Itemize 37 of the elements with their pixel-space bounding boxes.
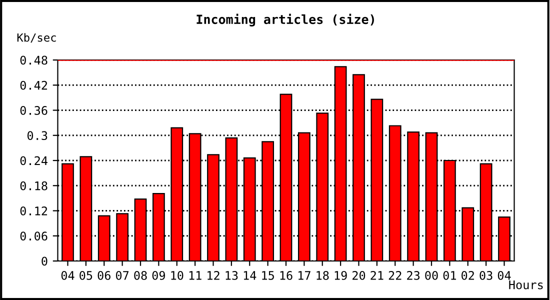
x-tick-label: 13 [226,270,238,280]
x-tick-label: 04 [498,270,511,280]
x-axis-title: Hours [509,280,543,290]
x-tick-label: 06 [98,270,110,280]
x-tick-label: 21 [370,270,384,280]
y-tick-label: 0.42 [20,80,48,90]
x-tick-label: 03 [480,270,492,280]
x-tick-label: 00 [425,270,438,280]
x-tick-label: 11 [189,271,202,280]
y-tick-label: 0.36 [20,106,48,115]
x-tick-label: 23 [407,270,420,280]
x-tick-label: 02 [462,270,474,280]
x-tick-label: 12 [208,270,220,280]
x-tick-label: 08 [134,270,147,280]
x-tick-label: 04 [61,270,74,280]
y-tick-label: 0.12 [20,206,48,216]
x-tick-label: 14 [244,271,256,280]
x-tick-label: 10 [171,270,184,280]
y-tick-label: 0.18 [20,181,48,190]
chart-title: Incoming articles (size) [196,14,374,26]
y-tick-label: 0.24 [20,156,48,166]
y-tick-label: 0.3 [27,131,48,140]
x-tick-label: 09 [152,270,165,280]
x-tick-label: 15 [262,271,274,280]
x-tick-label: 19 [334,270,347,280]
y-tick-label: 0 [42,256,48,266]
y-axis-title: Kb/sec [17,33,56,43]
y-tick-label: 0.06 [20,232,48,241]
x-tick-label: 22 [388,270,402,280]
x-tick-label: 17 [298,271,310,280]
x-tick-label: 05 [80,270,92,280]
y-tick-label: 0.48 [20,56,48,65]
x-tick-label: 07 [116,270,129,280]
x-tick-label: 16 [280,270,292,280]
x-tick-label: 18 [316,270,329,280]
x-tick-label: 01 [443,270,456,280]
x-tick-label: 20 [352,270,366,280]
